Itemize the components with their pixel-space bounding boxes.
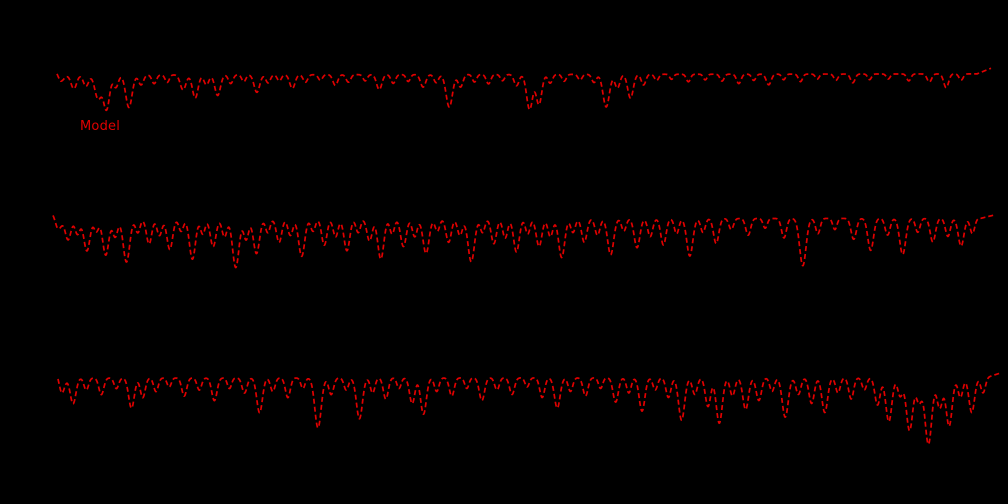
spectrum-panel-1 [0,0,1008,180]
model-spectrum-line [52,214,996,269]
spectrum-plot-1 [56,67,992,112]
model-spectrum-line [56,67,992,112]
spectrum-panel-2 [0,180,1008,335]
model-spectrum-line [57,372,1001,446]
spectrum-panel-3 [0,335,1008,504]
spectrum-plot-3 [57,372,1001,446]
spectrum-plot-2 [52,214,996,269]
legend-label-model: Model [80,119,121,134]
